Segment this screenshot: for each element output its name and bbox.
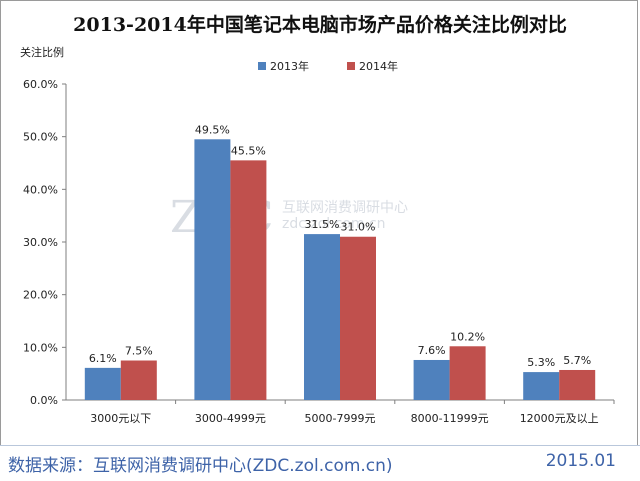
watermark-text-en: zdc.zol.com.cn — [282, 216, 386, 232]
x-tick-label: 8000-11999元 — [411, 412, 489, 425]
legend-swatch-2013 — [258, 62, 266, 70]
y-tick-label: 60.0% — [23, 78, 58, 91]
y-tick-label: 30.0% — [23, 236, 58, 249]
x-tick-label: 3000-4999元 — [195, 412, 266, 425]
watermark-text: 互联网消费调研中心 zdc.zol.com.cn — [282, 200, 408, 232]
data-label: 5.7% — [563, 354, 591, 367]
y-tick-label: 10.0% — [23, 341, 58, 354]
data-label: 6.1% — [89, 352, 117, 365]
x-tick-label: 12000元及以上 — [520, 412, 599, 425]
bar — [340, 236, 376, 400]
publish-date: 2015.01 — [545, 451, 616, 471]
data-label: 45.5% — [231, 144, 266, 157]
data-label: 10.2% — [450, 330, 485, 343]
x-tick-label: 5000-7999元 — [305, 412, 376, 425]
y-tick-label: 40.0% — [23, 183, 58, 196]
data-label: 5.3% — [527, 356, 555, 369]
legend-swatch-2014 — [347, 62, 355, 70]
bar — [84, 367, 121, 400]
data-source: 数据来源：互联网消费调研中心(ZDC.zol.com.cn) — [8, 456, 393, 476]
y-tick-label: 50.0% — [23, 131, 58, 144]
bar — [559, 369, 596, 400]
legend-item-2014: 2014年 — [347, 58, 398, 74]
bar — [120, 360, 157, 400]
data-label: 31.0% — [341, 221, 376, 234]
bar — [304, 234, 340, 400]
data-label: 31.5% — [305, 218, 340, 231]
x-tick-label: 3000元以下 — [90, 412, 151, 425]
data-label: 7.5% — [125, 345, 153, 358]
bar — [449, 346, 486, 400]
y-tick-label: 20.0% — [23, 289, 58, 302]
bar — [230, 160, 267, 400]
legend-label-2013: 2013年 — [270, 60, 309, 73]
data-label: 7.6% — [418, 344, 446, 357]
legend-item-2013: 2013年 — [258, 58, 309, 74]
legend: 2013年 2014年 — [258, 58, 398, 74]
legend-label-2014: 2014年 — [359, 60, 398, 73]
chart-title: 2013-2014年中国笔记本电脑市场产品价格关注比例对比 — [73, 14, 567, 36]
y-tick-label: 0.0% — [30, 394, 58, 407]
bar-chart-plot: 0.0% 10.0% 20.0% 30.0% 40.0% 50.0% 60.0% 3000元以… — [23, 78, 615, 425]
footer: 数据来源：互联网消费调研中心(ZDC.zol.com.cn) 2015.01 — [0, 445, 640, 481]
data-label: 49.5% — [195, 123, 230, 136]
bar — [413, 359, 450, 400]
watermark-text-cn: 互联网消费调研中心 — [282, 200, 408, 216]
bar — [194, 139, 231, 401]
y-axis-label: 关注比例 — [20, 46, 64, 59]
bar — [523, 372, 560, 400]
